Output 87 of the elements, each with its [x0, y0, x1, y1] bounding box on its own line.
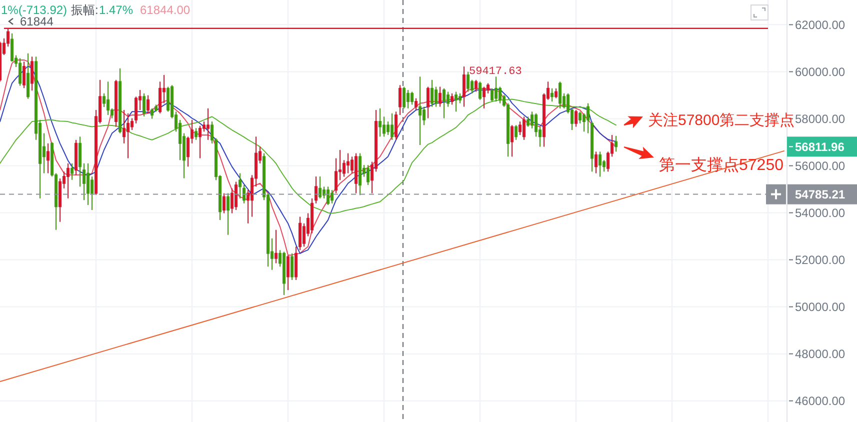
candlestick: [510, 124, 514, 158]
candlestick: [522, 116, 526, 140]
candlestick: [406, 90, 410, 109]
candlestick: [150, 108, 154, 120]
candlestick: [82, 162, 86, 201]
candlestick: [438, 86, 442, 108]
candlestick: [18, 58, 22, 86]
candlestick: [30, 56, 34, 92]
candlestick: [310, 198, 314, 234]
candlestick: [454, 91, 458, 112]
candlestick: [550, 88, 554, 102]
candlestick: [74, 139, 78, 176]
annotation: 关注57800第二支撑点: [648, 112, 795, 129]
candlestick: [294, 246, 298, 280]
candlestick: [146, 94, 150, 114]
candlestick: [46, 142, 50, 174]
annotation: 1.47%: [99, 3, 134, 17]
annotation: 振幅:: [71, 3, 98, 17]
y-tick-label: 58000.00: [795, 112, 846, 126]
candlestick: [450, 92, 454, 106]
candlestick: [282, 251, 286, 296]
annotation: 61844.00: [140, 3, 190, 17]
candlestick: [286, 254, 290, 291]
y-tick-label: 60000.00: [795, 64, 846, 79]
ref-line-label: 54785.21: [795, 188, 846, 202]
candlestick: [118, 68, 122, 134]
candlestick: [554, 88, 558, 99]
candlestick: [274, 229, 278, 264]
candlestick: [126, 112, 130, 159]
candlestick: [318, 176, 322, 199]
candlestick: [298, 216, 302, 251]
candlestick: [366, 164, 370, 186]
candlestick: [410, 91, 414, 106]
candlestick: [474, 79, 478, 92]
candlestick: [238, 172, 242, 199]
candlestick: [430, 79, 434, 108]
text: 56811.96: [795, 140, 845, 154]
candlestick: [22, 61, 26, 89]
candlestick: [142, 92, 146, 117]
candlestick: [26, 52, 30, 100]
candlestick: [198, 125, 202, 159]
candlestick: [226, 192, 230, 236]
candlestick: [514, 124, 518, 140]
candlestick: [466, 71, 470, 92]
y-tick-label: 52000.00: [795, 252, 846, 267]
candlestick: [78, 136, 82, 188]
candlestick: [426, 86, 430, 119]
y-tick-label: 48000.00: [795, 347, 846, 362]
y-tick-label: 54000.00: [795, 206, 846, 220]
y-tick-label: 62000.00: [795, 18, 846, 32]
candlestick: [66, 162, 70, 199]
candlestick: [314, 176, 318, 204]
candlestick: [590, 121, 594, 172]
candlestick: [70, 162, 74, 180]
candlestick: [598, 151, 602, 178]
candlestick: [414, 98, 418, 111]
candlestick: [574, 110, 578, 128]
candlestick: [390, 112, 394, 140]
candlestick: [614, 135, 618, 152]
candlestick: [494, 76, 498, 102]
candlestick: [358, 152, 362, 196]
annotation: 59417.63: [469, 66, 522, 78]
candlestick: [346, 152, 350, 174]
candlestick: [482, 86, 486, 109]
candlestick: [478, 81, 482, 100]
candlestick: [394, 111, 398, 140]
candlestick: [290, 252, 294, 280]
line-series: [0, 98, 616, 214]
candlestick: [86, 162, 90, 206]
candlestick: [106, 81, 110, 116]
candlestick: [378, 108, 382, 138]
candlestick: [222, 192, 226, 214]
candlestick: [398, 84, 402, 116]
candlestick: [418, 76, 422, 146]
y-tick-label: 50000.00: [795, 300, 846, 314]
candlestick: [594, 151, 598, 174]
candlestick: [442, 88, 446, 119]
candlestick: [462, 66, 466, 108]
y-tick-label: 46000.00: [795, 394, 846, 408]
y-tick-label: 56000.00: [795, 158, 846, 173]
candlestick: [330, 189, 334, 204]
candlestick: [558, 81, 562, 109]
candlestick: [586, 102, 590, 134]
annotation: 1%(-713.92): [1, 3, 68, 17]
candlestick: [206, 108, 210, 140]
candlestick: [194, 128, 198, 140]
candlestick: [354, 152, 358, 194]
